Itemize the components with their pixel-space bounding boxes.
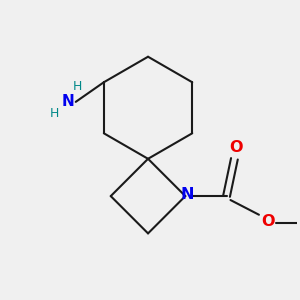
Text: O: O xyxy=(261,214,274,229)
Text: N: N xyxy=(61,94,74,110)
Text: N: N xyxy=(181,187,194,202)
Text: O: O xyxy=(230,140,243,154)
Text: H: H xyxy=(73,80,82,93)
Text: H: H xyxy=(50,107,59,120)
